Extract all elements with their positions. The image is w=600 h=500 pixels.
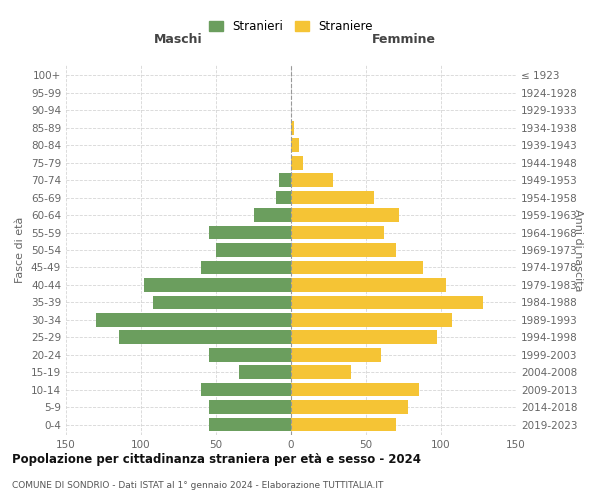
Bar (291, 226, 384, 239)
Bar (276, 191, 291, 204)
Bar (291, 400, 408, 414)
Bar (279, 174, 291, 187)
Bar (291, 383, 419, 396)
Bar (291, 313, 452, 326)
Text: Femmine: Femmine (371, 33, 436, 46)
Bar (209, 226, 291, 239)
Bar (291, 296, 483, 309)
Bar (209, 348, 291, 362)
Bar (119, 330, 291, 344)
Bar (291, 366, 351, 379)
Bar (96, 313, 291, 326)
Bar (291, 243, 396, 257)
Bar (153, 296, 291, 309)
Text: COMUNE DI SONDRIO - Dati ISTAT al 1° gennaio 2024 - Elaborazione TUTTITALIA.IT: COMUNE DI SONDRIO - Dati ISTAT al 1° gen… (12, 480, 383, 490)
Bar (254, 208, 291, 222)
Y-axis label: Fasce di età: Fasce di età (16, 217, 25, 283)
Bar (291, 138, 299, 152)
Bar (291, 121, 294, 134)
Bar (291, 191, 373, 204)
Bar (201, 383, 291, 396)
Bar (239, 366, 291, 379)
Bar (291, 418, 396, 432)
Bar (209, 400, 291, 414)
Bar (209, 418, 291, 432)
Bar (201, 260, 291, 274)
Bar (291, 174, 333, 187)
Bar (291, 348, 381, 362)
Text: Popolazione per cittadinanza straniera per età e sesso - 2024: Popolazione per cittadinanza straniera p… (12, 452, 421, 466)
Bar (291, 278, 445, 291)
Bar (291, 156, 303, 170)
Bar (144, 278, 291, 291)
Text: Maschi: Maschi (154, 33, 203, 46)
Bar (291, 208, 399, 222)
Bar (291, 260, 423, 274)
Legend: Stranieri, Straniere: Stranieri, Straniere (204, 16, 378, 38)
Bar (291, 330, 437, 344)
Y-axis label: Anni di nascita: Anni di nascita (573, 209, 583, 291)
Bar (216, 243, 291, 257)
